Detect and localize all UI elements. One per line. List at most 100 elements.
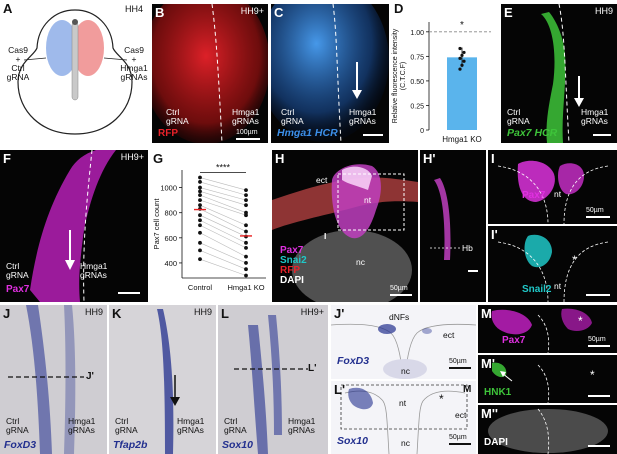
panel-h-i-marker: I xyxy=(324,231,327,241)
ko-point xyxy=(244,240,248,245)
panel-h-prime-hb: Hb xyxy=(462,243,473,253)
legend-dapi: DAPI xyxy=(280,275,304,286)
panel-h-letter: H xyxy=(275,151,285,166)
panel-m-double-prime-letter: M'' xyxy=(481,406,499,421)
pair-line xyxy=(199,258,247,276)
control-point xyxy=(198,213,202,218)
panel-i-marker: Pax7 xyxy=(522,190,546,201)
panel-k-letter: K xyxy=(112,306,122,321)
hmga1-image xyxy=(271,4,389,143)
panel-b-scalebar xyxy=(236,138,260,140)
panel-m-prime-scalebar xyxy=(588,395,610,397)
significance-stars: **** xyxy=(216,163,231,173)
panel-f: F HH9+ Ctrl gRNA Hmga1 gRNAs Pax7 xyxy=(0,150,148,302)
panel-l-letter: L xyxy=(221,306,229,321)
data-point xyxy=(458,56,462,60)
x-category-label: Hmga1 KO xyxy=(227,283,264,292)
ko-point xyxy=(244,261,248,265)
l-prime-image xyxy=(340,384,468,454)
x-category-label: Control xyxy=(188,283,213,292)
ko-point xyxy=(244,267,248,272)
panel-m: M Pax7 * 50µm xyxy=(478,305,617,353)
panel-l-marker: Sox10 xyxy=(222,439,253,451)
panel-l-prime-letter: L' xyxy=(334,382,346,397)
pair-line xyxy=(199,208,247,232)
label-line: gRNAs xyxy=(581,116,608,126)
data-point xyxy=(458,46,462,51)
panel-m-marker: Pax7 xyxy=(502,335,526,346)
label-line: gRNA xyxy=(224,425,247,435)
label-line: gRNA xyxy=(6,72,30,82)
label-line: gRNAs xyxy=(120,72,148,82)
label-line: gRNAs xyxy=(80,270,107,280)
control-point xyxy=(198,193,202,198)
m-prime-image xyxy=(492,362,550,403)
label-line: gRNAs xyxy=(177,425,204,435)
panel-k-ctrl: Ctrl gRNA xyxy=(115,417,138,435)
pax7-hcr-image xyxy=(541,4,584,143)
pair-line xyxy=(199,204,247,226)
panel-m-prime-marker: HNK1 xyxy=(484,387,512,398)
foxd3-image xyxy=(8,305,84,454)
y-tick-label: 0.75 xyxy=(410,54,424,61)
ko-point xyxy=(244,198,248,203)
label-line: gRNA xyxy=(115,425,138,435)
panel-a-left-label: Cas9 + Ctrl gRNA xyxy=(3,46,33,82)
panel-b: B HH9+ Ctrl gRNA Hmga1 gRNAs RFP 100µm xyxy=(152,4,268,143)
label-line: Hmga1 xyxy=(177,416,205,426)
legend-rfp: RFP xyxy=(280,265,300,276)
label-line: Ctrl xyxy=(6,261,20,271)
ko-point xyxy=(244,203,248,208)
panel-f-stage: HH9+ xyxy=(120,152,144,162)
panel-i-scalebar xyxy=(586,216,610,218)
panel-l-prime-scale: 50µm xyxy=(449,434,467,441)
panel-h-prime-scalebar xyxy=(468,270,478,272)
label-line: Hmga1 xyxy=(349,107,377,117)
panel-m-letter: M xyxy=(481,306,492,321)
panel-i-prime-nt: nt xyxy=(554,281,562,291)
pair-line xyxy=(199,187,247,201)
sox10-image xyxy=(234,315,308,454)
y-tick-label: 0.50 xyxy=(410,79,424,86)
label-line: Ctrl xyxy=(507,107,521,117)
panel-b-scale: 100µm xyxy=(236,129,258,136)
panel-h-prime: H' Hb xyxy=(420,150,486,302)
panel-l-prime-marker: Sox10 xyxy=(337,435,368,447)
panel-b-ko: Hmga1 gRNAs xyxy=(232,108,259,126)
panel-m-prime-star: * xyxy=(590,368,595,382)
label-line: gRNA xyxy=(6,270,29,280)
panel-l-prime-star: * xyxy=(439,392,444,406)
ko-point xyxy=(244,213,248,218)
y-tick-label: 1000 xyxy=(160,184,177,193)
panel-m-scalebar xyxy=(588,345,610,347)
label-line: Hmga1 xyxy=(120,63,148,73)
data-point xyxy=(462,50,466,55)
pair-line xyxy=(199,199,247,216)
panel-e-letter: E xyxy=(504,5,513,20)
section-image xyxy=(272,164,418,302)
data-point xyxy=(460,63,464,67)
label-line: + xyxy=(131,54,137,64)
panel-l-prime-ect: ect xyxy=(455,410,467,420)
panel-a-stage: HH4 xyxy=(124,4,143,14)
label-line: Hmga1 xyxy=(80,261,108,271)
panel-e-ctrl: Ctrl gRNA xyxy=(507,108,530,126)
panel-e-stage: HH9 xyxy=(594,6,613,16)
label-line: gRNAs xyxy=(68,425,95,435)
panel-i-prime: I' Snail2 nt * xyxy=(488,226,617,302)
label-line: Cas9 xyxy=(124,45,144,55)
panel-h-nt: nt xyxy=(364,195,372,205)
panel-j: J HH9 J' Ctrl gRNA Hmga1 gRNAs FoxD3 xyxy=(0,305,107,454)
ko-point xyxy=(244,193,248,198)
panel-h-nc: nc xyxy=(356,257,365,267)
data-point xyxy=(460,53,464,57)
panel-m-double-prime-marker: DAPI xyxy=(484,437,508,448)
panel-c-marker: Hmga1 HCR xyxy=(277,127,338,139)
control-point xyxy=(198,248,202,253)
label-line: Hmga1 xyxy=(232,107,260,117)
panel-g: G 400 600 800 1000 **** Control Hmga1 KO Pax7 c… xyxy=(150,150,270,302)
panel-l-ctrl: Ctrl gRNA xyxy=(224,417,247,435)
ko-point xyxy=(244,245,248,250)
panel-i-letter: I xyxy=(491,151,495,166)
control-point xyxy=(198,203,202,208)
